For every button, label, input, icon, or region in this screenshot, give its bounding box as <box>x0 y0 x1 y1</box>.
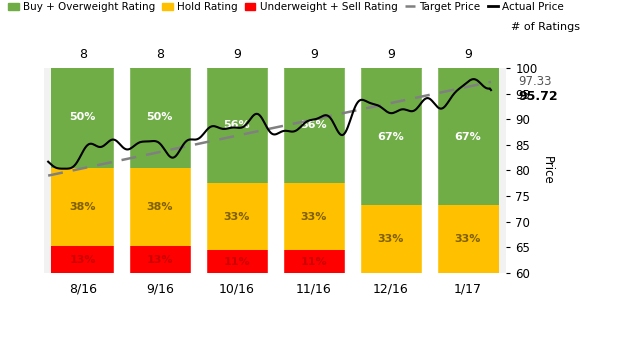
Text: 50%: 50% <box>70 112 96 122</box>
Text: 13%: 13% <box>147 254 173 265</box>
Bar <box>282 250 346 273</box>
Text: 56%: 56% <box>301 120 327 131</box>
Bar <box>128 66 191 168</box>
Text: 33%: 33% <box>454 234 481 244</box>
Bar <box>360 205 422 273</box>
Text: 13%: 13% <box>70 254 96 265</box>
Text: 33%: 33% <box>378 234 404 244</box>
Bar <box>114 68 129 273</box>
Bar <box>205 68 268 183</box>
Bar <box>436 205 499 273</box>
Text: 38%: 38% <box>70 202 96 212</box>
Legend: Buy + Overweight Rating, Hold Rating, Underweight + Sell Rating, Target Price, A: Buy + Overweight Rating, Hold Rating, Un… <box>8 2 564 12</box>
Text: 67%: 67% <box>377 132 404 142</box>
Bar <box>51 246 115 273</box>
Text: 33%: 33% <box>223 211 250 222</box>
Text: # of Ratings: # of Ratings <box>511 22 580 32</box>
Bar <box>128 168 191 246</box>
Bar <box>436 68 499 205</box>
Bar <box>51 66 115 168</box>
Text: 95.72: 95.72 <box>518 90 558 103</box>
Text: 56%: 56% <box>223 120 250 131</box>
Bar <box>344 68 360 273</box>
Bar <box>422 68 437 273</box>
Bar <box>191 68 206 273</box>
Y-axis label: Price: Price <box>541 156 555 185</box>
Text: 67%: 67% <box>454 132 481 142</box>
Text: 11%: 11% <box>301 256 327 267</box>
Bar <box>282 68 346 183</box>
Bar <box>205 250 268 273</box>
Text: 38%: 38% <box>147 202 173 212</box>
Bar <box>360 68 422 205</box>
Text: 33%: 33% <box>301 211 327 222</box>
Bar <box>51 168 115 246</box>
Text: 11%: 11% <box>223 256 250 267</box>
Bar <box>128 246 191 273</box>
Bar <box>268 68 283 273</box>
Text: 97.33: 97.33 <box>518 75 551 88</box>
Text: 50%: 50% <box>147 112 173 122</box>
Bar <box>282 183 346 250</box>
Bar <box>205 183 268 250</box>
